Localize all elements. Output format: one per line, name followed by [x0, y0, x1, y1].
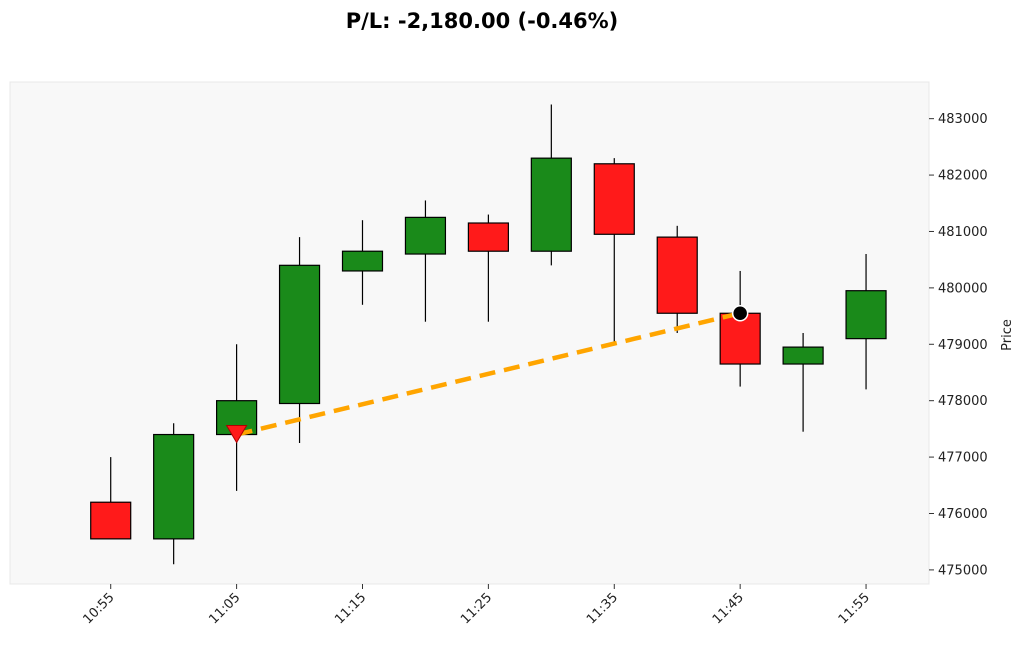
x-tick-label: 11:45 — [710, 590, 747, 627]
candle-up — [404, 200, 447, 322]
plot-area — [9, 81, 930, 585]
entry-marker — [225, 425, 248, 444]
candle-up — [153, 423, 195, 565]
x-tick-label: 10:55 — [80, 590, 117, 627]
y-tick-label: 483000 — [938, 112, 988, 127]
candle-down — [656, 225, 698, 333]
candle-body — [656, 236, 698, 314]
candle-body — [593, 163, 635, 235]
candle-down — [467, 214, 509, 322]
candle-up — [845, 254, 887, 390]
candle-body — [530, 157, 572, 252]
candle-down — [593, 158, 635, 342]
y-tick-label: 481000 — [938, 225, 988, 240]
candle-up — [341, 220, 384, 305]
x-tick-label: 11:55 — [836, 590, 873, 627]
y-tick-label: 475000 — [938, 563, 988, 578]
candles-group — [90, 104, 887, 565]
candle-body — [90, 501, 132, 540]
x-tick-label: 11:05 — [206, 590, 243, 627]
candle-down — [90, 457, 132, 540]
x-tick-label: 11:25 — [458, 590, 495, 627]
candle-up — [278, 237, 321, 443]
y-tick-label: 478000 — [938, 394, 988, 409]
candle-up — [530, 104, 572, 266]
chart-title: P/L: -2,180.00 (-0.46%) — [346, 9, 619, 33]
y-tick-label: 480000 — [938, 281, 988, 296]
y-axis-label: Price — [1000, 319, 1015, 351]
exit-marker — [731, 305, 749, 322]
candle-body — [845, 290, 887, 340]
candle-body — [153, 433, 195, 540]
x-tick-label: 11:35 — [584, 590, 621, 627]
candle-body — [719, 312, 761, 365]
trade-layer — [225, 305, 749, 444]
x-axis: 10:55 11:05 11:15 11:25 11:35 11:45 11:55 — [80, 584, 873, 627]
candle-body — [278, 264, 321, 405]
candle-body — [782, 346, 824, 365]
y-tick-label: 476000 — [938, 507, 988, 522]
candle-body — [467, 222, 509, 252]
y-tick-label: 482000 — [938, 169, 988, 184]
trade-line — [236, 311, 741, 437]
candle-body — [341, 250, 384, 272]
candle-up — [782, 333, 824, 432]
y-tick-label: 479000 — [938, 338, 988, 353]
x-tick-label: 11:15 — [332, 590, 369, 627]
y-axis: 475000 476000 477000 478000 479000 480000 4810… — [929, 112, 988, 578]
candle-down — [719, 270, 761, 387]
candle-body — [404, 216, 447, 255]
y-tick-label: 477000 — [938, 451, 988, 466]
